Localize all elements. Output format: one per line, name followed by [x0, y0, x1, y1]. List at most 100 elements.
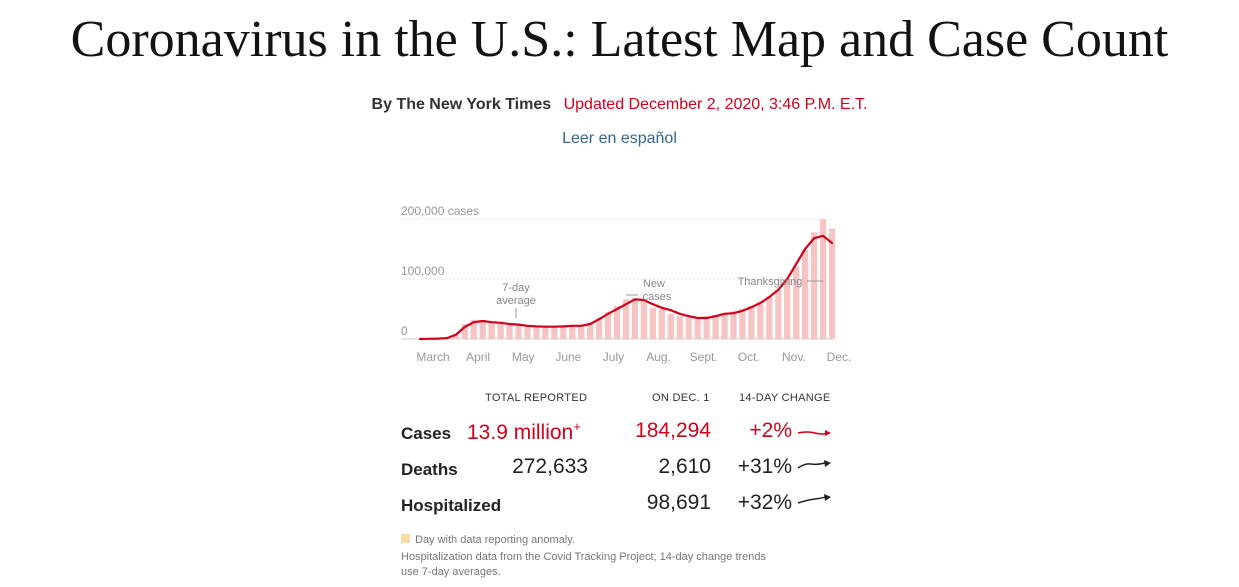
- deaths-total: 272,633: [512, 455, 588, 478]
- case-bar: [542, 327, 549, 339]
- case-bar: [622, 299, 630, 339]
- y-tick-label: 200,000 cases: [401, 205, 479, 218]
- deaths-change: +31%: [737, 455, 792, 478]
- x-tick-label: April: [466, 350, 490, 364]
- anomaly-swatch: [401, 534, 410, 543]
- cases-change: +2%: [749, 419, 792, 442]
- deaths-trend-arrow-icon: [797, 460, 831, 469]
- chart-y-axis: 0 100,000 200,000 cases: [401, 205, 479, 338]
- annotation-thanksgiving: Thanksgiving: [738, 276, 803, 288]
- x-tick-label: Dec.: [827, 350, 852, 364]
- case-bar: [587, 324, 594, 339]
- row-label-deaths: Deaths: [401, 460, 458, 479]
- case-bar: [685, 317, 692, 339]
- hospitalized-day: 98,691: [646, 491, 711, 514]
- source-note-line-2: use 7-day averages.: [401, 566, 501, 578]
- hospitalized-trend-arrow-icon: [797, 494, 831, 504]
- case-bar: [560, 325, 567, 339]
- spanish-link[interactable]: Leer en español: [562, 130, 677, 147]
- case-bar: [470, 319, 477, 339]
- col-header-change: 14-DAY CHANGE: [739, 392, 831, 404]
- x-tick-label: Aug.: [646, 350, 671, 364]
- col-header-day: ON DEC. 1: [652, 392, 710, 404]
- x-tick-label: June: [555, 350, 581, 364]
- case-bar: [461, 324, 468, 339]
- case-bar: [596, 318, 603, 339]
- case-bar: [694, 319, 701, 339]
- y-tick-label: 100,000: [401, 264, 445, 278]
- annotation-average-line1: 7-day: [502, 282, 530, 294]
- case-bar: [658, 309, 665, 339]
- x-tick-label: Oct.: [738, 350, 760, 364]
- source-note: Hospitalization data from the Covid Trac…: [401, 550, 766, 580]
- col-header-total: TOTAL REPORTED: [485, 392, 588, 404]
- case-bar: [551, 326, 558, 339]
- x-tick-label: May: [512, 350, 535, 364]
- case-bar: [488, 322, 495, 339]
- new-cases-chart: 0 100,000 200,000 cases March April May June J…: [401, 205, 851, 364]
- case-bar: [748, 306, 755, 339]
- case-bar: [640, 301, 648, 339]
- row-label-hospitalized: Hospitalized: [401, 496, 502, 515]
- case-bar: [721, 313, 728, 339]
- deaths-day: 2,610: [658, 455, 711, 478]
- case-bar: [452, 333, 459, 339]
- annotation-cases-line1: New: [643, 278, 665, 290]
- byline-author: By The New York Times: [371, 96, 552, 113]
- cases-trend-arrow-icon: [797, 430, 831, 436]
- x-tick-label: July: [603, 350, 624, 364]
- chart-bars: [425, 219, 836, 339]
- case-bar: [802, 250, 809, 339]
- average-line: [418, 234, 834, 341]
- case-bar: [703, 316, 710, 339]
- case-bar: [757, 301, 764, 339]
- updated-timestamp: Updated December 2, 2020, 3:46 P.M. E.T.: [563, 96, 868, 113]
- language-switch: Leer en español: [0, 129, 1239, 149]
- case-bar: [604, 312, 612, 339]
- case-bar: [506, 324, 513, 339]
- case-bar: [775, 289, 782, 339]
- case-bar: [533, 326, 540, 339]
- anomaly-note: Day with data reporting anomaly.: [401, 533, 575, 548]
- case-bar: [819, 219, 827, 339]
- case-bar: [730, 311, 737, 339]
- case-bar: [712, 315, 719, 339]
- x-tick-label: Sept.: [690, 350, 718, 364]
- cases-total-value: 13.9 million: [467, 421, 574, 444]
- case-bar: [479, 321, 486, 339]
- source-note-line-1: Hospitalization data from the Covid Trac…: [401, 551, 767, 563]
- case-bar: [676, 316, 683, 339]
- case-bar: [784, 279, 791, 339]
- cases-day: 184,294: [635, 419, 711, 442]
- case-bar: [766, 296, 773, 339]
- case-bar: [497, 321, 504, 339]
- y-tick-label: 0: [401, 324, 408, 338]
- case-bar: [578, 326, 585, 339]
- chart-average-line: [418, 234, 834, 341]
- page-title: Coronavirus in the U.S.: Latest Map and …: [70, 11, 1169, 68]
- byline: By The New York Times Updated December 2…: [0, 95, 1239, 115]
- hospitalized-change: +32%: [737, 491, 792, 514]
- case-bar: [810, 232, 818, 339]
- x-tick-label: March: [416, 350, 449, 364]
- case-bar: [793, 267, 800, 339]
- cases-total-suffix: +: [573, 419, 581, 434]
- case-bar: [649, 307, 656, 339]
- x-tick-label: Nov.: [782, 350, 806, 364]
- case-bar: [631, 298, 639, 339]
- case-bar: [613, 306, 621, 339]
- case-bar: [828, 228, 836, 339]
- case-bar: [515, 325, 522, 339]
- annotation-cases-line2: cases: [643, 291, 672, 303]
- row-label-cases: Cases: [401, 424, 452, 443]
- anomaly-text: Day with data reporting anomaly.: [415, 534, 575, 546]
- case-bar: [569, 325, 576, 339]
- case-bar: [739, 309, 746, 339]
- cases-total: 13.9 million+: [467, 419, 581, 445]
- chart-x-axis: March April May June July Aug. Sept. Oct. Nov. De…: [416, 350, 851, 364]
- annotation-average-line2: average: [496, 295, 536, 307]
- case-bar: [524, 325, 531, 339]
- case-bar: [667, 313, 674, 339]
